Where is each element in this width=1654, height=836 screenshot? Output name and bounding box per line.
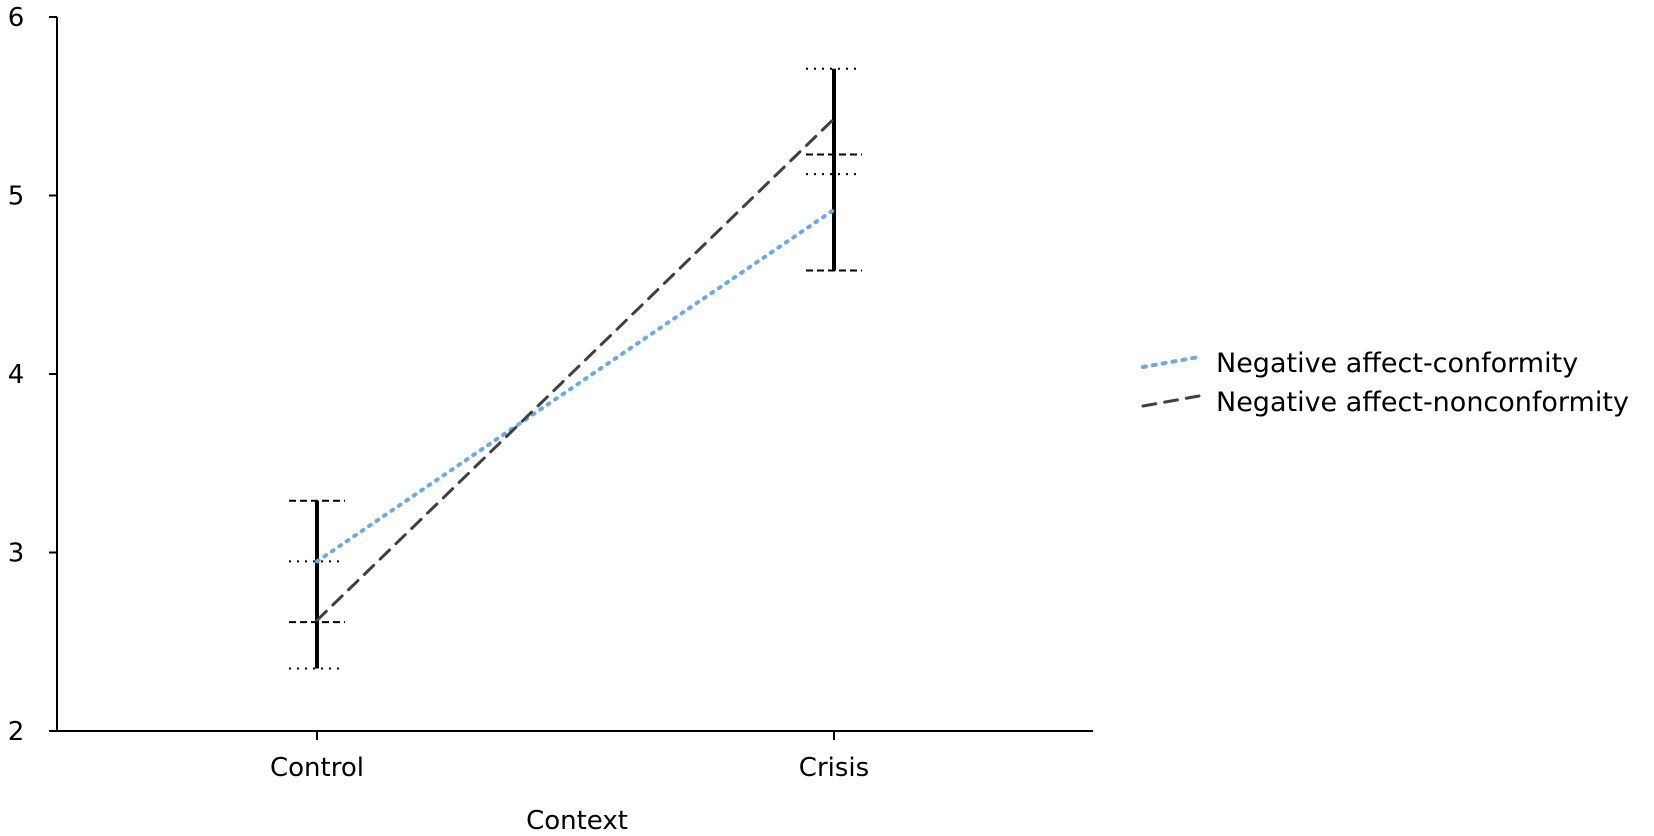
y-tick-label: 4 <box>8 360 25 390</box>
legend: Negative affect-conformity Negative affec… <box>1141 348 1629 418</box>
error-bars <box>289 67 862 670</box>
y-tick-label: 6 <box>8 3 25 33</box>
legend-swatch <box>1141 394 1201 408</box>
axes <box>56 17 1093 732</box>
y-tick-label: 2 <box>8 717 25 747</box>
x-axis-title: Context <box>526 806 628 836</box>
series-line <box>315 207 836 564</box>
category-label: Control <box>270 753 364 783</box>
series-lines <box>315 117 836 622</box>
legend-swatch <box>1141 355 1201 369</box>
legend-label: Negative affect-conformity <box>1216 348 1578 379</box>
y-tick-label: 3 <box>8 539 25 569</box>
x-ticks: Control Crisis <box>270 731 869 783</box>
series-line <box>315 117 836 622</box>
legend-label: Negative affect-nonconformity <box>1216 387 1629 418</box>
y-tick-label: 5 <box>8 182 25 212</box>
category-label: Crisis <box>799 753 869 783</box>
y-ticks: 2 3 4 5 6 <box>8 3 57 747</box>
